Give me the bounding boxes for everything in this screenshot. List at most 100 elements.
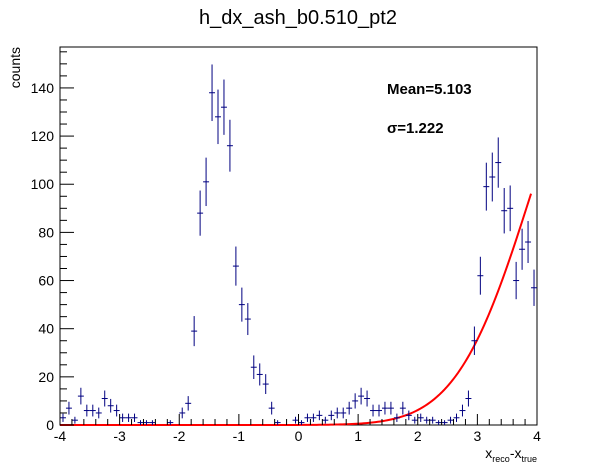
data-point (406, 411, 412, 421)
data-point (197, 191, 203, 236)
data-point (358, 388, 364, 405)
data-point (191, 316, 197, 346)
data-point (424, 417, 430, 424)
data-point (334, 408, 340, 419)
y-tick-label: 40 (38, 321, 54, 337)
fit-curve (60, 194, 531, 425)
y-tick-label: 20 (38, 369, 54, 385)
data-point (102, 391, 108, 407)
y-axis-label: counts (7, 47, 23, 88)
data-point (209, 64, 215, 121)
data-point (340, 408, 346, 419)
y-axis: 0 20 40 60 80 100 120 140 (31, 52, 74, 433)
data-point (114, 405, 120, 417)
data-point (221, 80, 227, 135)
x-axis-label-base: x (485, 445, 492, 461)
data-point (257, 363, 263, 385)
data-point (233, 247, 239, 286)
data-point (382, 402, 388, 415)
y-tick-label: 100 (31, 176, 55, 192)
data-point (132, 414, 138, 422)
sigma-annotation: σ=1.222 (387, 120, 444, 137)
data-point (60, 414, 66, 422)
data-point (108, 399, 114, 413)
x-axis: -4 -3 -2 -1 0 1 2 3 4 (54, 414, 541, 444)
data-point (90, 405, 96, 417)
data-point (519, 229, 525, 270)
data-point (120, 414, 126, 422)
data-point (203, 158, 209, 206)
data-point (78, 388, 84, 405)
data-point (126, 414, 132, 422)
x-tick-label: 3 (473, 428, 481, 444)
x-tick-label: 1 (354, 428, 362, 444)
data-point (346, 402, 352, 415)
data-point (418, 414, 424, 422)
data-point (185, 396, 191, 410)
data-point (251, 355, 257, 379)
data-point (376, 405, 382, 417)
data-point (215, 90, 221, 144)
data-point (430, 417, 436, 424)
data-point (483, 163, 489, 211)
x-tick-label: 0 (295, 428, 303, 444)
x-axis-label-sub1: reco (492, 454, 510, 464)
data-point (72, 417, 78, 424)
fit-curve-layer (60, 194, 531, 425)
x-tick-label: -2 (173, 428, 186, 444)
mean-annotation: Mean=5.103 (387, 81, 472, 98)
data-point (310, 414, 316, 422)
plot-frame (60, 47, 537, 425)
y-tick-label: 140 (31, 80, 55, 96)
chart-title: h_dx_ash_b0.510_pt2 (199, 7, 397, 29)
data-point (436, 420, 442, 425)
data-point (328, 411, 334, 421)
data-point (477, 257, 483, 295)
data-point (239, 288, 245, 322)
x-tick-label: -4 (54, 428, 67, 444)
data-point (525, 221, 531, 263)
y-tick-label: 80 (38, 224, 54, 240)
data-points-layer (60, 64, 537, 425)
x-axis-label: xreco-xtrue (485, 445, 537, 464)
data-point (304, 414, 310, 422)
y-tick-label: 0 (46, 417, 54, 433)
data-point (394, 414, 400, 422)
data-point (448, 417, 454, 424)
data-point (227, 120, 233, 172)
data-point (513, 262, 519, 299)
x-tick-label: -1 (233, 428, 246, 444)
data-point (454, 414, 460, 422)
data-point (322, 417, 328, 424)
data-point (412, 417, 418, 424)
data-point (495, 137, 501, 187)
data-point (442, 420, 448, 425)
data-point (269, 402, 275, 415)
data-point (84, 405, 90, 417)
x-tick-label: 2 (414, 428, 422, 444)
data-point (507, 185, 513, 231)
x-tick-label: 4 (533, 428, 541, 444)
data-point (459, 405, 465, 417)
data-point (400, 402, 406, 415)
data-point (489, 153, 495, 202)
data-point (531, 270, 537, 306)
data-point (465, 391, 471, 407)
y-tick-label: 60 (38, 273, 54, 289)
data-point (316, 411, 322, 421)
data-point (364, 391, 370, 407)
data-point (96, 408, 102, 419)
x-axis-label-mid: -x (510, 445, 522, 461)
data-point (388, 402, 394, 415)
data-point (501, 188, 507, 233)
data-point (370, 405, 376, 417)
data-point (263, 374, 269, 394)
x-axis-label-sub2: true (521, 454, 537, 464)
data-point (352, 393, 358, 408)
data-point (293, 417, 299, 424)
x-tick-label: -3 (113, 428, 126, 444)
data-point (245, 303, 251, 335)
data-point (179, 408, 185, 419)
y-tick-label: 120 (31, 128, 55, 144)
